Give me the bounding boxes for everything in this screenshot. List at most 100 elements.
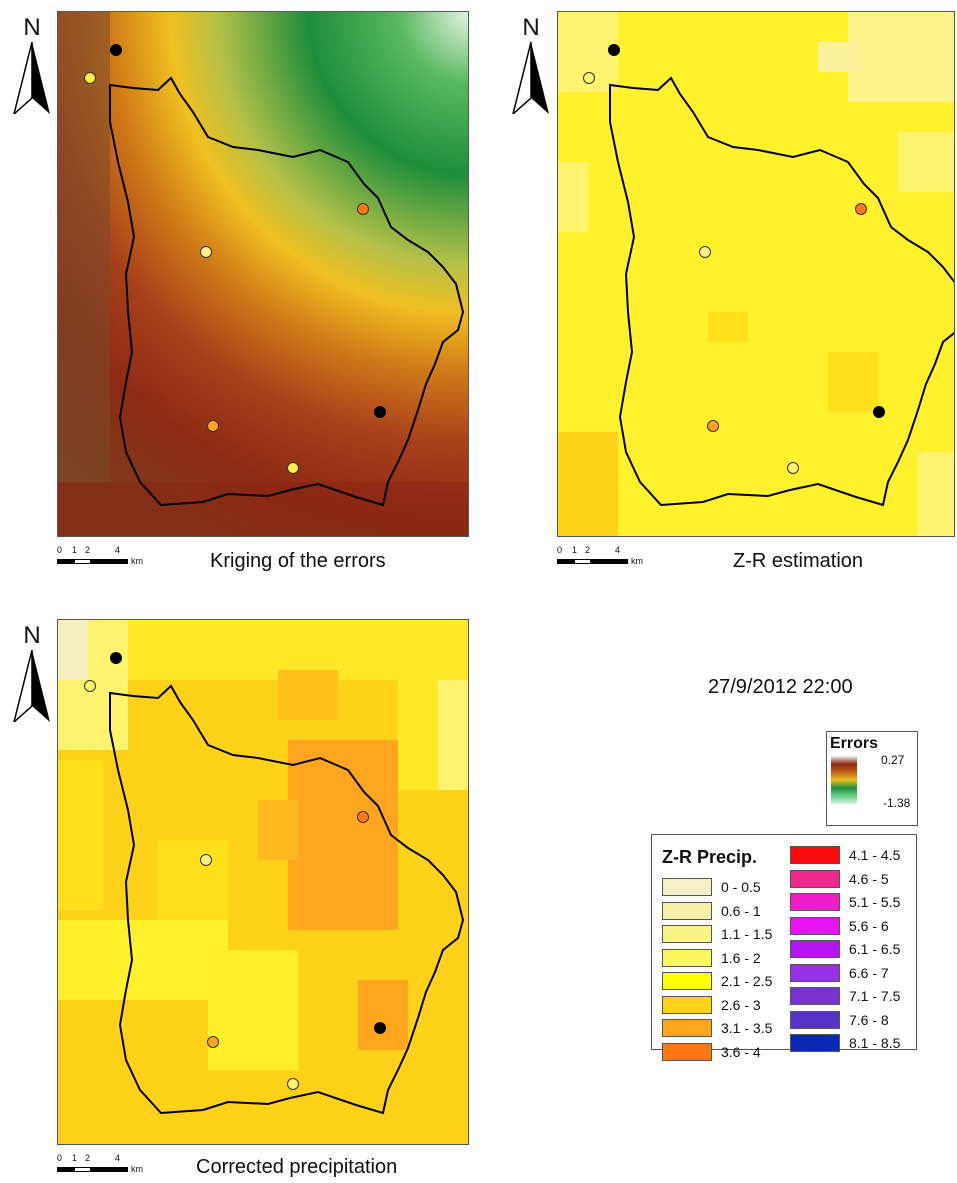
- gauge-station: [707, 420, 719, 432]
- legend-label: 6.6 - 7: [849, 964, 889, 981]
- scale-label: 0: [57, 545, 63, 555]
- scale-unit: km: [131, 1164, 143, 1174]
- legend-item: 1.1 - 1.5: [662, 924, 772, 944]
- legend-label: 5.6 - 6: [849, 917, 889, 934]
- legend-swatch: [662, 1019, 712, 1037]
- scale-label: 4: [615, 545, 621, 555]
- legend-item: 1.6 - 2: [662, 948, 761, 968]
- legend-swatch: [662, 901, 712, 920]
- catchment-boundary: [109, 76, 465, 507]
- legend-label: 7.1 - 7.5: [849, 988, 901, 1004]
- scale-bar: 0 1 2 4 km: [557, 545, 677, 575]
- legend-item: 7.6 - 8: [790, 1010, 889, 1030]
- legend-item: 4.1 - 4.5: [790, 845, 900, 865]
- scale-label: 4: [115, 1153, 121, 1163]
- map-caption: Z-R estimation: [733, 550, 864, 572]
- gauge-station: [84, 680, 96, 692]
- north-arrow-icon: N: [12, 622, 52, 722]
- map-corrected-precipitation: [57, 619, 469, 1145]
- errors-legend-max: 0.27: [881, 753, 905, 767]
- gauge-station: [207, 1036, 219, 1048]
- errors-legend-title: Errors: [830, 735, 879, 752]
- north-label: N: [23, 14, 41, 41]
- north-arrow-icon: N: [12, 14, 52, 114]
- legend-item: 3.1 - 3.5: [662, 1018, 772, 1038]
- errors-legend-min: -1.38: [883, 796, 911, 810]
- gauge-station: [357, 203, 369, 215]
- legend-item: 0.6 - 1: [662, 901, 761, 921]
- legend-item: 2.6 - 3: [662, 995, 761, 1015]
- scale-label: 0: [57, 1153, 63, 1163]
- errors-legend: Errors 0.27 -1.38: [826, 731, 918, 826]
- scale-unit: km: [131, 556, 143, 566]
- north-arrow-icon: N: [511, 14, 551, 114]
- gauge-station: [873, 406, 885, 418]
- legend-swatch: [790, 1034, 840, 1052]
- north-label: N: [23, 622, 41, 649]
- legend-item: 8.1 - 8.5: [790, 1033, 900, 1053]
- gauge-station: [855, 203, 867, 215]
- scale-label: 2: [85, 545, 91, 555]
- gauge-station: [110, 652, 122, 664]
- gauge-station: [357, 811, 369, 823]
- scale-label: 1: [72, 545, 78, 555]
- gauge-station: [200, 246, 212, 258]
- legend-item: 5.6 - 6: [790, 916, 889, 936]
- gauge-station: [583, 72, 595, 84]
- map-zr-estimation: [557, 11, 955, 537]
- catchment-boundary: [609, 76, 954, 507]
- legend-label: 6.1 - 6.5: [849, 941, 901, 957]
- legend-swatch: [790, 987, 840, 1005]
- legend-swatch: [790, 1010, 840, 1029]
- legend-swatch: [662, 1042, 712, 1061]
- legend-swatch: [790, 916, 840, 935]
- legend-swatch: [790, 940, 840, 958]
- legend-item: 4.6 - 5: [790, 869, 889, 889]
- catchment-boundary: [109, 684, 465, 1115]
- legend-label: 8.1 - 8.5: [849, 1035, 901, 1051]
- legend-swatch: [662, 878, 712, 896]
- gauge-station: [699, 246, 711, 258]
- scale-label: 1: [572, 545, 578, 555]
- scale-unit: km: [631, 556, 643, 566]
- legend-label: 0 - 0.5: [721, 879, 761, 895]
- legend-swatch: [662, 972, 712, 990]
- legend-label: 2.6 - 3: [721, 996, 761, 1013]
- legend-item: 5.1 - 5.5: [790, 892, 900, 912]
- scale-label: 1: [72, 1153, 78, 1163]
- scale-bar: 0 1 2 4 km: [57, 1153, 177, 1183]
- gauge-station: [200, 854, 212, 866]
- map-caption: Corrected precipitation: [196, 1156, 398, 1178]
- legend-label: 4.1 - 4.5: [849, 847, 901, 863]
- precip-legend-title: Z-R Precip.: [662, 847, 758, 867]
- legend-swatch: [790, 846, 840, 864]
- legend-label: 5.1 - 5.5: [849, 894, 901, 910]
- legend-swatch: [662, 995, 712, 1014]
- map-caption: Kriging of the errors: [210, 550, 386, 572]
- legend-swatch: [662, 925, 712, 943]
- legend-label: 1.1 - 1.5: [721, 926, 773, 942]
- gauge-station: [787, 462, 799, 474]
- scale-label: 2: [585, 545, 591, 555]
- legend-swatch: [790, 893, 840, 911]
- legend-label: 0.6 - 1: [721, 902, 761, 919]
- gauge-station: [287, 462, 299, 474]
- legend-swatch: [790, 869, 840, 888]
- legend-item: 7.1 - 7.5: [790, 986, 900, 1006]
- precip-legend: Z-R Precip. 0 - 0.5 0.6 - 1 1.1 - 1.5 1.6 -…: [651, 834, 917, 1061]
- scale-label: 2: [85, 1153, 91, 1163]
- legend-label: 1.6 - 2: [721, 949, 761, 966]
- legend-label: 3.1 - 3.5: [721, 1020, 773, 1036]
- north-label: N: [522, 14, 540, 41]
- timestamp-label: 27/9/2012 22:00: [708, 676, 853, 698]
- gauge-station: [207, 420, 219, 432]
- legend-label: 2.1 - 2.5: [721, 973, 773, 989]
- errors-color-ramp: [831, 756, 857, 804]
- scale-label: 4: [115, 545, 121, 555]
- legend-item: 2.1 - 2.5: [662, 971, 772, 991]
- scale-label: 0: [557, 545, 563, 555]
- gauge-station: [374, 406, 386, 418]
- legend-item: 3.6 - 4: [662, 1042, 761, 1062]
- legend-item: 6.6 - 7: [790, 963, 889, 983]
- legend-item: 0 - 0.5: [662, 877, 761, 897]
